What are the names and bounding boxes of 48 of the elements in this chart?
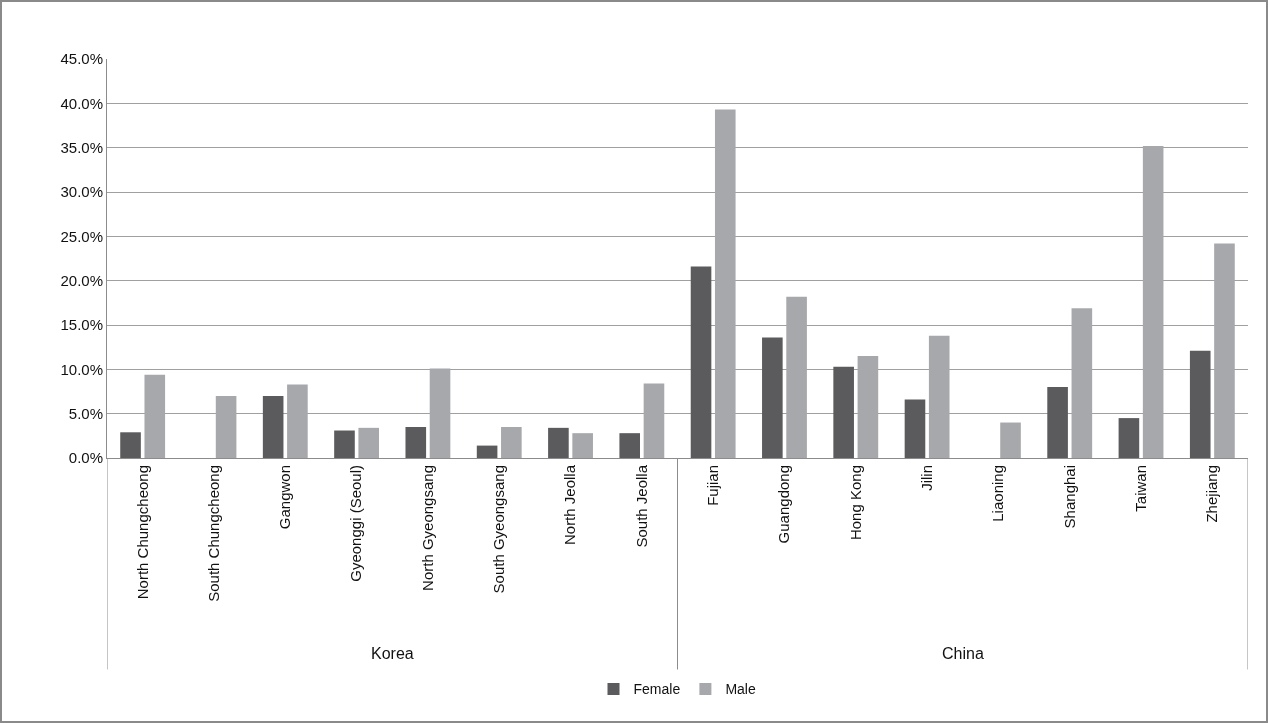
bar bbox=[1118, 418, 1140, 458]
bar bbox=[904, 399, 926, 458]
x-tick-label: South Gyeongsang bbox=[490, 465, 508, 594]
bar bbox=[619, 433, 641, 458]
x-tick-label: Gyeonggi (Seoul) bbox=[347, 465, 365, 582]
bar bbox=[405, 426, 427, 458]
bar bbox=[1000, 422, 1021, 458]
x-tick-label: Taiwan bbox=[1131, 465, 1149, 512]
legend-label: Male bbox=[725, 681, 756, 698]
y-tick-label: 25.0% bbox=[60, 227, 103, 245]
x-tick-label: North Jeolla bbox=[561, 464, 579, 546]
bar bbox=[762, 337, 783, 458]
bar bbox=[1047, 387, 1068, 458]
x-tick-label: Hong Kong bbox=[846, 465, 864, 541]
y-tick-label: 5.0% bbox=[68, 404, 103, 422]
y-tick-label: 30.0% bbox=[60, 183, 103, 201]
text: Korea bbox=[371, 645, 414, 662]
y-tick-label: 0.0% bbox=[68, 449, 103, 467]
x-tick-label: North Chungcheong bbox=[133, 465, 151, 600]
bar bbox=[120, 432, 141, 458]
x-tick-label: Zhejiang bbox=[1203, 465, 1221, 523]
y-tick-label: 20.0% bbox=[60, 271, 103, 289]
x-tick-label: Fujian bbox=[704, 465, 722, 506]
bar bbox=[572, 433, 593, 458]
x-tick-label: Guangdong bbox=[775, 465, 793, 544]
x-tick-label: Shanghai bbox=[1060, 465, 1078, 529]
bar bbox=[476, 445, 498, 458]
text: China bbox=[942, 645, 984, 662]
y-tick-label: 45.0% bbox=[60, 50, 103, 68]
x-tick-label: Jilin bbox=[917, 465, 935, 491]
bar bbox=[548, 427, 569, 458]
bar bbox=[358, 427, 380, 458]
x-tick-label: North Gyeongsang bbox=[418, 465, 436, 591]
bar bbox=[1189, 350, 1211, 458]
bar bbox=[501, 426, 522, 458]
bar bbox=[690, 266, 712, 458]
y-tick-label: 15.0% bbox=[60, 316, 103, 334]
x-tick-label: Liaoning bbox=[989, 465, 1007, 522]
bar bbox=[334, 430, 355, 458]
legend-label: Female bbox=[633, 681, 681, 698]
y-tick-label: 40.0% bbox=[60, 94, 103, 112]
x-tick-label: Gangwon bbox=[276, 465, 294, 530]
bar bbox=[833, 366, 854, 458]
x-tick-label: South Jeolla bbox=[632, 464, 650, 548]
bar bbox=[262, 395, 284, 458]
y-tick-label: 35.0% bbox=[60, 138, 103, 156]
x-tick-label: South Chungcheong bbox=[204, 465, 222, 602]
y-tick-label: 10.0% bbox=[60, 360, 103, 378]
